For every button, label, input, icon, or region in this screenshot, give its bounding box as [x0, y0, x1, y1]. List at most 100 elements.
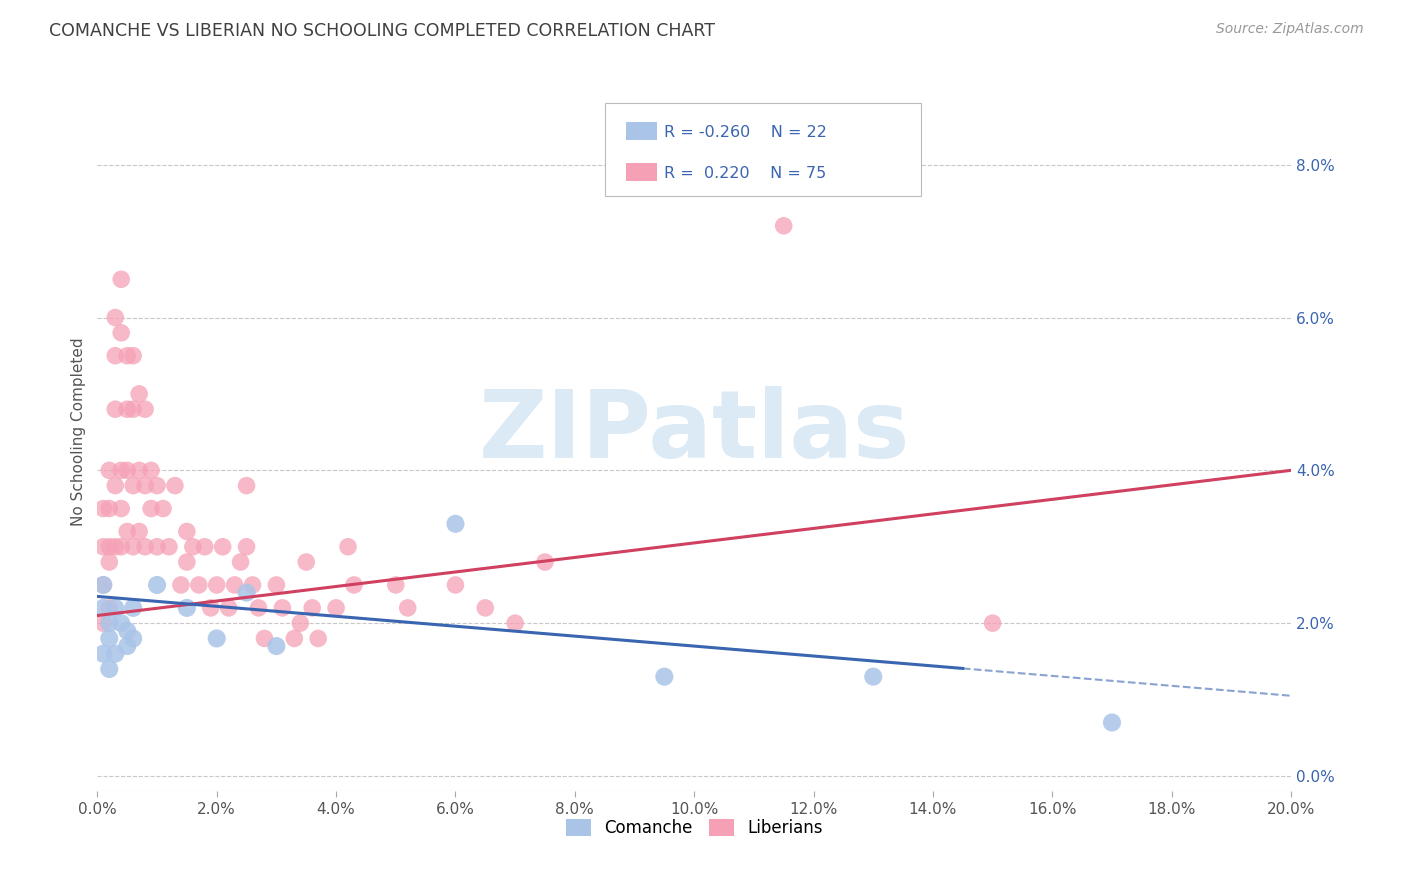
Point — [176, 555, 198, 569]
Point — [981, 616, 1004, 631]
Point — [104, 600, 127, 615]
Point — [181, 540, 204, 554]
Text: R = -0.260    N = 22: R = -0.260 N = 22 — [664, 125, 827, 139]
Point — [110, 463, 132, 477]
Point — [444, 578, 467, 592]
Point — [98, 501, 121, 516]
Point — [253, 632, 276, 646]
Point — [91, 600, 114, 615]
Point — [325, 600, 347, 615]
Point — [266, 639, 288, 653]
Point — [104, 540, 127, 554]
Point — [115, 639, 138, 653]
Point — [134, 478, 156, 492]
Point — [115, 524, 138, 539]
Text: ZIPatlas: ZIPatlas — [478, 386, 910, 478]
Point — [211, 540, 233, 554]
Point — [91, 578, 114, 592]
Point — [122, 600, 145, 615]
Point — [235, 540, 257, 554]
Point — [301, 600, 323, 615]
Point — [862, 670, 884, 684]
Point — [122, 540, 145, 554]
Point — [224, 578, 246, 592]
Point — [98, 616, 121, 631]
Point — [110, 501, 132, 516]
Point — [98, 632, 121, 646]
Point — [205, 632, 228, 646]
Point — [110, 616, 132, 631]
Point — [266, 578, 288, 592]
Point — [122, 478, 145, 492]
Point — [343, 578, 366, 592]
Point — [200, 600, 222, 615]
Point — [134, 540, 156, 554]
Point — [163, 478, 186, 492]
Point — [98, 540, 121, 554]
Point — [295, 555, 318, 569]
Point — [110, 326, 132, 340]
Point — [474, 600, 496, 615]
Point — [152, 501, 174, 516]
Point — [229, 555, 252, 569]
Point — [115, 349, 138, 363]
Point — [654, 670, 676, 684]
Point — [91, 647, 114, 661]
Point — [104, 647, 127, 661]
Point — [271, 600, 294, 615]
Point — [194, 540, 217, 554]
Point — [128, 463, 150, 477]
Point — [110, 272, 132, 286]
Point — [139, 501, 162, 516]
Point — [104, 310, 127, 325]
Point — [128, 524, 150, 539]
Point — [98, 662, 121, 676]
Point — [146, 540, 169, 554]
Point — [205, 578, 228, 592]
Point — [128, 387, 150, 401]
Point — [176, 600, 198, 615]
Point — [290, 616, 312, 631]
Text: Source: ZipAtlas.com: Source: ZipAtlas.com — [1216, 22, 1364, 37]
Point — [503, 616, 526, 631]
Point — [115, 402, 138, 417]
Point — [104, 349, 127, 363]
Point — [384, 578, 406, 592]
Point — [170, 578, 193, 592]
Point — [187, 578, 209, 592]
Point — [1101, 715, 1123, 730]
Point — [146, 578, 169, 592]
Point — [91, 540, 114, 554]
Point — [98, 463, 121, 477]
Text: R =  0.220    N = 75: R = 0.220 N = 75 — [664, 166, 825, 180]
Y-axis label: No Schooling Completed: No Schooling Completed — [72, 338, 86, 526]
Point — [98, 600, 121, 615]
Point — [122, 402, 145, 417]
Point — [218, 600, 240, 615]
Text: COMANCHE VS LIBERIAN NO SCHOOLING COMPLETED CORRELATION CHART: COMANCHE VS LIBERIAN NO SCHOOLING COMPLE… — [49, 22, 716, 40]
Point — [91, 501, 114, 516]
Point — [115, 463, 138, 477]
Point — [91, 616, 114, 631]
Point — [122, 632, 145, 646]
Point — [104, 402, 127, 417]
Point — [139, 463, 162, 477]
Point — [176, 524, 198, 539]
Point — [91, 578, 114, 592]
Point — [104, 478, 127, 492]
Point — [283, 632, 305, 646]
Point — [534, 555, 557, 569]
Point — [307, 632, 329, 646]
Point — [146, 478, 169, 492]
Point — [444, 516, 467, 531]
Point — [115, 624, 138, 638]
Point — [242, 578, 264, 592]
Point — [247, 600, 270, 615]
Point — [235, 478, 257, 492]
Legend: Comanche, Liberians: Comanche, Liberians — [560, 813, 830, 844]
Point — [110, 540, 132, 554]
Point — [122, 349, 145, 363]
Point — [134, 402, 156, 417]
Point — [396, 600, 419, 615]
Point — [772, 219, 794, 233]
